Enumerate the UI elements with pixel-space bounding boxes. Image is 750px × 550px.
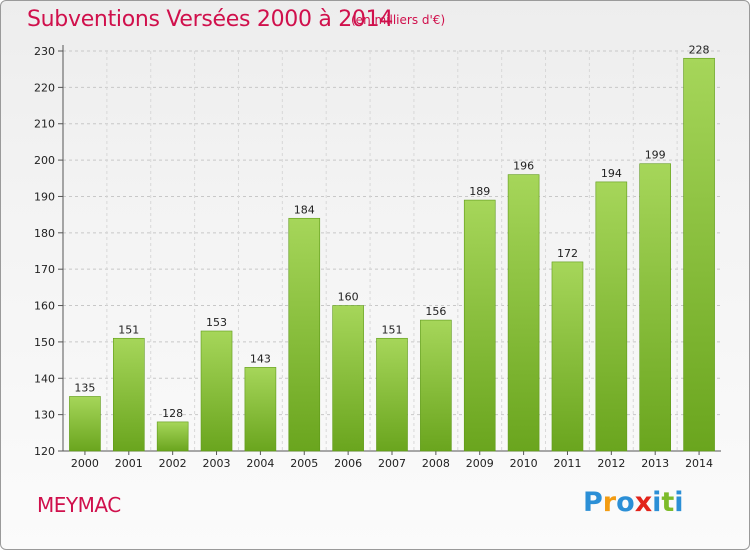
logo-letter: i (652, 487, 662, 518)
x-tick-label: 2007 (378, 457, 406, 470)
logo-letter: t (661, 487, 675, 518)
x-tick-label: 2003 (203, 457, 231, 470)
unit-note: (en milliers d'€) (351, 13, 446, 27)
bars (69, 57, 715, 452)
y-tick-label: 160 (34, 300, 55, 313)
x-tick-label: 2011 (553, 457, 581, 470)
bar-2009 (463, 199, 496, 452)
logo-letter: x (634, 487, 653, 518)
x-tick-label: 2006 (334, 457, 362, 470)
x-tick-label: 2008 (422, 457, 450, 470)
bar-2006 (332, 305, 364, 452)
value-label: 160 (338, 291, 359, 304)
logo-letter: i (674, 487, 684, 518)
logo-letter: P (583, 487, 603, 518)
bar-2007 (376, 337, 408, 452)
logo-letter: r (602, 487, 617, 518)
value-label: 151 (118, 323, 139, 336)
value-label: 194 (601, 167, 622, 180)
x-tick-label: 2005 (290, 457, 318, 470)
value-label: 153 (206, 316, 227, 329)
x-tick-label: 2000 (71, 457, 99, 470)
value-label: 228 (689, 43, 710, 56)
x-tick-label: 2001 (115, 457, 143, 470)
bar-2000 (69, 396, 101, 452)
x-tick-label: 2004 (246, 457, 274, 470)
x-tick-label: 2013 (641, 457, 669, 470)
y-tick-label: 220 (34, 81, 55, 94)
bar-2010 (507, 174, 540, 452)
y-tick-label: 140 (34, 372, 55, 385)
y-tick-label: 150 (34, 336, 55, 349)
y-tick-label: 230 (34, 45, 55, 58)
x-tick-label: 2014 (685, 457, 713, 470)
bar-2008 (420, 319, 452, 452)
bar-2014 (683, 57, 715, 452)
y-tick-label: 190 (34, 190, 55, 203)
value-label: 189 (469, 185, 490, 198)
y-tick-label: 130 (34, 409, 55, 422)
bar-2013 (639, 163, 672, 452)
value-label: 199 (645, 149, 666, 162)
bar-2012 (595, 181, 628, 452)
x-tick-label: 2009 (466, 457, 494, 470)
bar-2004 (244, 367, 277, 452)
value-label: 151 (382, 323, 403, 336)
value-label: 184 (294, 203, 315, 216)
x-tick-label: 2010 (510, 457, 538, 470)
logo-letter: o (616, 487, 635, 518)
proxiti-logo: Proxiti (583, 487, 684, 518)
value-label: 135 (74, 381, 95, 394)
value-label: 196 (513, 160, 534, 173)
y-tick-label: 200 (34, 154, 55, 167)
bar-2005 (288, 217, 321, 452)
value-label: 128 (162, 407, 183, 420)
bar-2001 (113, 337, 145, 452)
value-label: 156 (425, 305, 446, 318)
bar-2003 (200, 330, 233, 452)
chart-title: Subventions Versées 2000 à 2014 (27, 7, 394, 32)
x-tick-label: 2002 (159, 457, 187, 470)
y-tick-label: 210 (34, 118, 55, 131)
value-label: 143 (250, 352, 271, 365)
bar-2002 (156, 421, 189, 452)
bar-2011 (551, 261, 584, 452)
value-label: 172 (557, 247, 578, 260)
y-tick-label: 170 (34, 263, 55, 276)
y-tick-label: 180 (34, 227, 55, 240)
labels: 120 130 140 150 160 170 180 190 200 210 220 230 135 2… (34, 43, 713, 470)
town-name: MEYMAC (37, 493, 121, 517)
y-tick-label: 120 (34, 445, 55, 458)
x-tick-label: 2012 (597, 457, 625, 470)
